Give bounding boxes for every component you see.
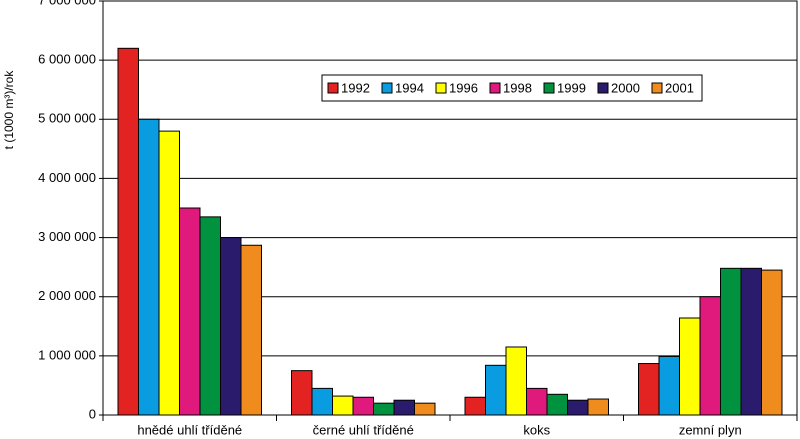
bar xyxy=(505,346,527,416)
legend-label: 1992 xyxy=(341,80,370,95)
y-tick-label: 1 000 000 xyxy=(38,347,96,362)
bar xyxy=(240,244,262,416)
bar xyxy=(761,269,783,416)
legend-swatch xyxy=(543,82,555,94)
bar xyxy=(373,402,395,416)
bar xyxy=(138,118,160,416)
legend-swatch xyxy=(381,82,393,94)
x-tick-label: zemní plyn xyxy=(679,422,742,437)
legend-swatch xyxy=(597,82,609,94)
bar xyxy=(464,396,486,416)
bar xyxy=(352,396,374,416)
bar xyxy=(220,237,242,416)
legend-label: 2000 xyxy=(611,80,640,95)
y-tick-label: 7 000 000 xyxy=(38,0,96,7)
y-tick-label: 4 000 000 xyxy=(38,170,96,185)
legend-swatch xyxy=(435,82,447,94)
legend-label: 1999 xyxy=(557,80,586,95)
legend-label: 1996 xyxy=(449,80,478,95)
bar xyxy=(199,216,221,416)
y-tick-label: 5 000 000 xyxy=(38,111,96,126)
legend-swatch xyxy=(651,82,663,94)
x-tick-label: koks xyxy=(523,422,550,437)
bar xyxy=(291,370,313,416)
bar xyxy=(740,267,762,416)
bar xyxy=(658,355,680,416)
bar xyxy=(699,296,721,416)
y-axis-label: t (1000 m³)/rok xyxy=(2,70,16,150)
bar xyxy=(720,267,742,416)
bar xyxy=(117,47,139,416)
bar xyxy=(526,387,548,416)
bar xyxy=(546,393,568,416)
y-tick-label: 0 xyxy=(89,406,96,421)
legend-label: 1994 xyxy=(395,80,424,95)
legend-swatch xyxy=(327,82,339,94)
bar xyxy=(179,207,201,416)
x-tick-label: černé uhlí tříděné xyxy=(313,422,414,437)
y-tick-label: 2 000 000 xyxy=(38,288,96,303)
legend-swatch xyxy=(489,82,501,94)
bar xyxy=(393,399,415,416)
y-tick-label: 3 000 000 xyxy=(38,229,96,244)
bar xyxy=(638,363,660,416)
bar xyxy=(158,130,180,416)
bar xyxy=(485,364,507,416)
legend-label: 1998 xyxy=(503,80,532,95)
legend-label: 2001 xyxy=(665,80,694,95)
bar xyxy=(332,395,354,416)
bar xyxy=(311,387,333,416)
bar xyxy=(567,399,589,416)
bar xyxy=(587,398,609,416)
x-tick-label: hnědé uhlí tříděné xyxy=(137,422,242,437)
bar xyxy=(679,317,701,416)
bar xyxy=(414,402,436,416)
y-tick-label: 6 000 000 xyxy=(38,52,96,67)
